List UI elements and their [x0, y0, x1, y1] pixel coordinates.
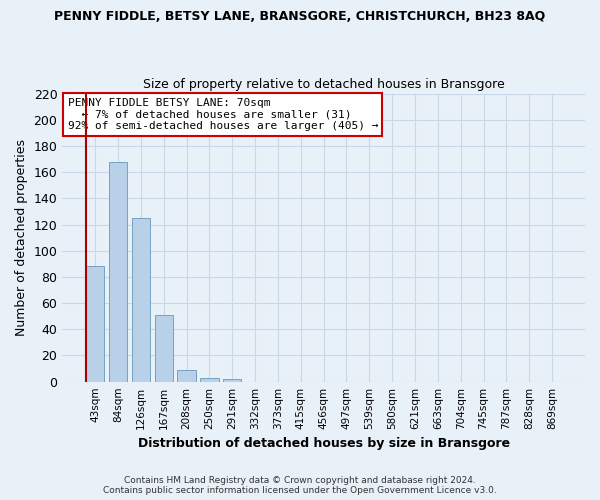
Bar: [155, 315, 173, 382]
Text: PENNY FIDDLE, BETSY LANE, BRANSGORE, CHRISTCHURCH, BH23 8AQ: PENNY FIDDLE, BETSY LANE, BRANSGORE, CHR…: [55, 10, 545, 23]
Bar: [86, 266, 104, 382]
Bar: [200, 378, 218, 382]
Text: Contains HM Land Registry data © Crown copyright and database right 2024.
Contai: Contains HM Land Registry data © Crown c…: [103, 476, 497, 495]
Bar: [178, 370, 196, 382]
Bar: [223, 379, 241, 382]
Title: Size of property relative to detached houses in Bransgore: Size of property relative to detached ho…: [143, 78, 505, 91]
Bar: [132, 218, 150, 382]
X-axis label: Distribution of detached houses by size in Bransgore: Distribution of detached houses by size …: [137, 437, 510, 450]
Text: PENNY FIDDLE BETSY LANE: 70sqm
  ← 7% of detached houses are smaller (31)
92% of: PENNY FIDDLE BETSY LANE: 70sqm ← 7% of d…: [68, 98, 378, 131]
Y-axis label: Number of detached properties: Number of detached properties: [15, 139, 28, 336]
Bar: [109, 162, 127, 382]
